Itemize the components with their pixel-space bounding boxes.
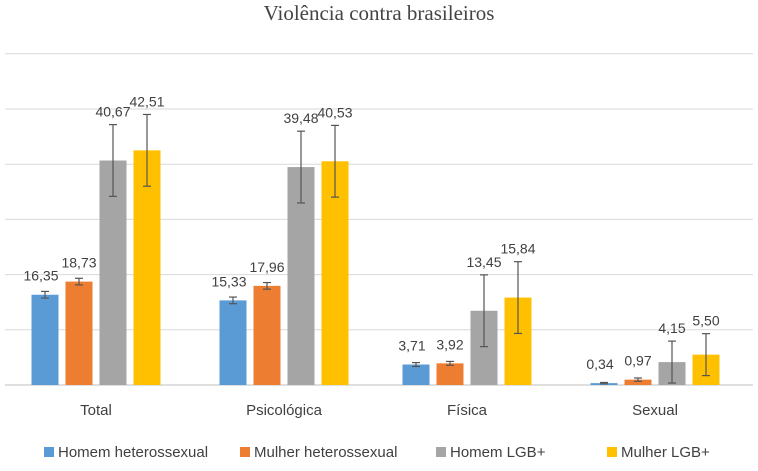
x-tick-label: Sexual — [632, 402, 678, 419]
legend[interactable]: Homem heterossexual Mulher heterossexual H… — [44, 444, 710, 461]
bar — [436, 363, 464, 385]
error-bar — [331, 124, 339, 198]
data-label: 4,15 — [658, 320, 685, 336]
bar — [65, 281, 93, 385]
data-label: 40,53 — [317, 104, 352, 120]
legend-label: Homem heterossexual — [58, 444, 208, 461]
legend-swatch — [44, 447, 54, 457]
x-tick-label: Total — [80, 402, 112, 419]
data-label: 18,73 — [61, 255, 96, 271]
x-tick-label: Psicológica — [246, 402, 323, 419]
error-bar — [412, 361, 420, 368]
legend-label: Mulher LGB+ — [621, 444, 710, 461]
bar — [624, 379, 652, 385]
bar — [402, 364, 430, 385]
legend-swatch — [436, 447, 446, 457]
data-labels: 16,35 15,33 3,71 0,34 18,73 17,96 3,92 0,97 40,6… — [23, 93, 719, 372]
bar — [133, 150, 161, 385]
data-label: 15,84 — [500, 241, 535, 257]
error-bar — [600, 381, 608, 385]
error-bar — [668, 340, 676, 384]
error-bar — [263, 281, 271, 290]
bar — [31, 294, 59, 385]
data-label: 3,92 — [436, 336, 463, 352]
bar — [219, 300, 247, 385]
data-label: 13,45 — [466, 254, 501, 270]
data-label: 15,33 — [211, 273, 246, 289]
error-bar — [229, 296, 237, 305]
legend-item[interactable]: Mulher LGB+ — [607, 444, 710, 461]
legend-item[interactable]: Homem LGB+ — [436, 444, 546, 461]
error-bar — [143, 113, 151, 187]
legend-item[interactable]: Mulher heterossexual — [240, 444, 397, 461]
data-label: 40,67 — [95, 104, 130, 120]
error-bars — [41, 113, 710, 385]
error-bar — [514, 261, 522, 335]
error-bar — [109, 124, 117, 197]
data-label: 16,35 — [23, 268, 58, 284]
error-bar — [75, 277, 83, 286]
x-tick-labels: Total Psicológica Física Sexual — [80, 402, 678, 419]
error-bar — [634, 377, 642, 382]
bar — [321, 161, 349, 385]
x-tick-label: Física — [447, 402, 488, 419]
error-bar — [41, 290, 49, 299]
legend-label: Homem LGB+ — [450, 444, 546, 461]
data-label: 3,71 — [398, 338, 425, 354]
data-label: 39,48 — [283, 110, 318, 126]
legend-item[interactable]: Homem heterossexual — [44, 444, 208, 461]
legend-swatch — [240, 447, 250, 457]
error-bar — [297, 130, 305, 204]
data-label: 42,51 — [129, 93, 164, 109]
bars — [31, 150, 720, 385]
data-label: 5,50 — [692, 313, 719, 329]
data-label: 0,34 — [586, 356, 613, 372]
error-bar — [702, 333, 710, 377]
data-label: 0,97 — [624, 353, 651, 369]
error-bar — [480, 274, 488, 348]
chart-title: Violência contra brasileiros — [264, 1, 495, 25]
legend-label: Mulher heterossexual — [254, 444, 397, 461]
bar — [99, 160, 127, 385]
gridlines — [5, 53, 753, 386]
legend-swatch — [607, 447, 617, 457]
error-bar — [446, 360, 454, 366]
data-label: 17,96 — [249, 259, 284, 275]
bar — [253, 285, 281, 385]
